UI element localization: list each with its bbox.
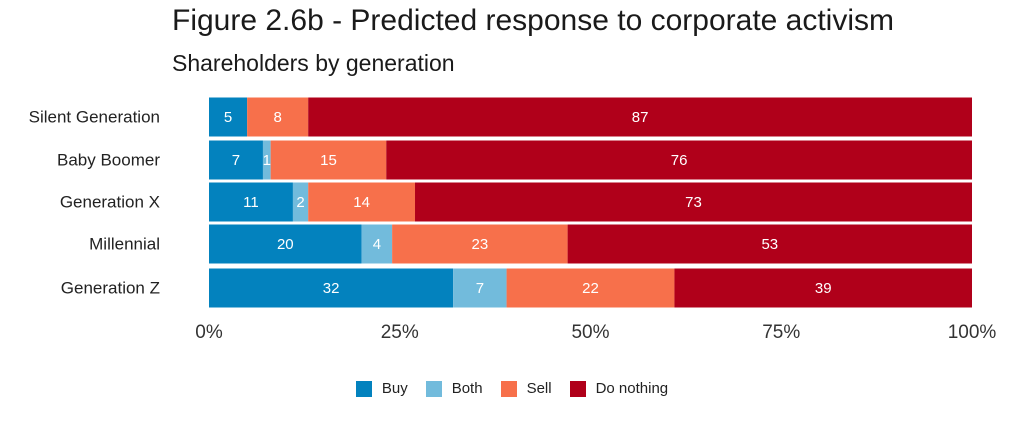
category-label: Generation X	[60, 192, 160, 211]
category-label: Silent Generation	[29, 107, 160, 126]
data-label: 20	[277, 236, 294, 253]
bar-both	[292, 182, 309, 222]
x-tick-label: 0%	[195, 322, 223, 343]
category-label: Generation Z	[61, 278, 160, 297]
legend-item-sell: Sell	[500, 380, 552, 397]
legend-label: Do nothing	[595, 380, 669, 397]
bar-sell	[270, 140, 387, 180]
category-label: Millennial	[89, 234, 160, 253]
bar-sell	[506, 268, 675, 308]
legend-item-buy: Buy	[355, 380, 408, 397]
legend-swatch	[355, 380, 372, 397]
data-label: 7	[476, 280, 484, 297]
data-label: 23	[472, 236, 489, 253]
bar-both	[361, 224, 393, 264]
data-label: 4	[373, 236, 381, 253]
data-label: 2	[296, 194, 304, 211]
bar-buy	[209, 97, 248, 137]
data-label: 87	[632, 109, 649, 126]
data-label: 14	[353, 194, 370, 211]
x-tick-label: 75%	[762, 322, 800, 343]
bar-do-nothing	[386, 140, 972, 180]
chart-subtitle: Shareholders by generation	[172, 50, 455, 76]
legend-label: Buy	[381, 380, 408, 397]
legend-swatch	[425, 380, 442, 397]
legend-label: Both	[451, 380, 483, 397]
data-label: 11	[243, 194, 259, 211]
data-label: 39	[815, 280, 832, 297]
category-label: Baby Boomer	[57, 150, 160, 169]
bar-do-nothing	[415, 182, 972, 222]
data-label: 1	[263, 152, 271, 169]
x-tick-label: 25%	[381, 322, 419, 343]
data-label: 15	[320, 152, 337, 169]
legend-label: Sell	[526, 380, 552, 397]
legend-swatch	[500, 380, 517, 397]
legend-item-do-nothing: Do nothing	[569, 380, 669, 397]
bar-buy	[209, 224, 362, 264]
data-label: 32	[323, 280, 340, 297]
data-label: 73	[685, 194, 702, 211]
bar-do-nothing	[674, 268, 972, 308]
legend-swatch	[569, 380, 586, 397]
legend-item-both: Both	[425, 380, 483, 397]
data-label: 53	[761, 236, 778, 253]
x-tick-label: 100%	[948, 322, 997, 343]
data-label: 7	[232, 152, 240, 169]
bar-sell	[308, 182, 416, 222]
data-label: 22	[582, 280, 599, 297]
bar-buy	[209, 140, 263, 180]
bar-do-nothing	[567, 224, 972, 264]
bar-both	[453, 268, 507, 308]
bar-both	[262, 140, 271, 180]
data-label: 5	[224, 109, 232, 126]
bar-buy	[209, 268, 454, 308]
x-tick-label: 50%	[571, 322, 609, 343]
data-label: 8	[273, 109, 281, 126]
bar-sell	[247, 97, 309, 137]
bar-sell	[392, 224, 568, 264]
chart-title: Figure 2.6b - Predicted response to corp…	[172, 4, 895, 37]
data-label: 76	[671, 152, 688, 169]
bar-buy	[209, 182, 293, 222]
legend: Buy Both Sell Do nothing	[0, 380, 1024, 397]
bar-do-nothing	[308, 97, 972, 137]
